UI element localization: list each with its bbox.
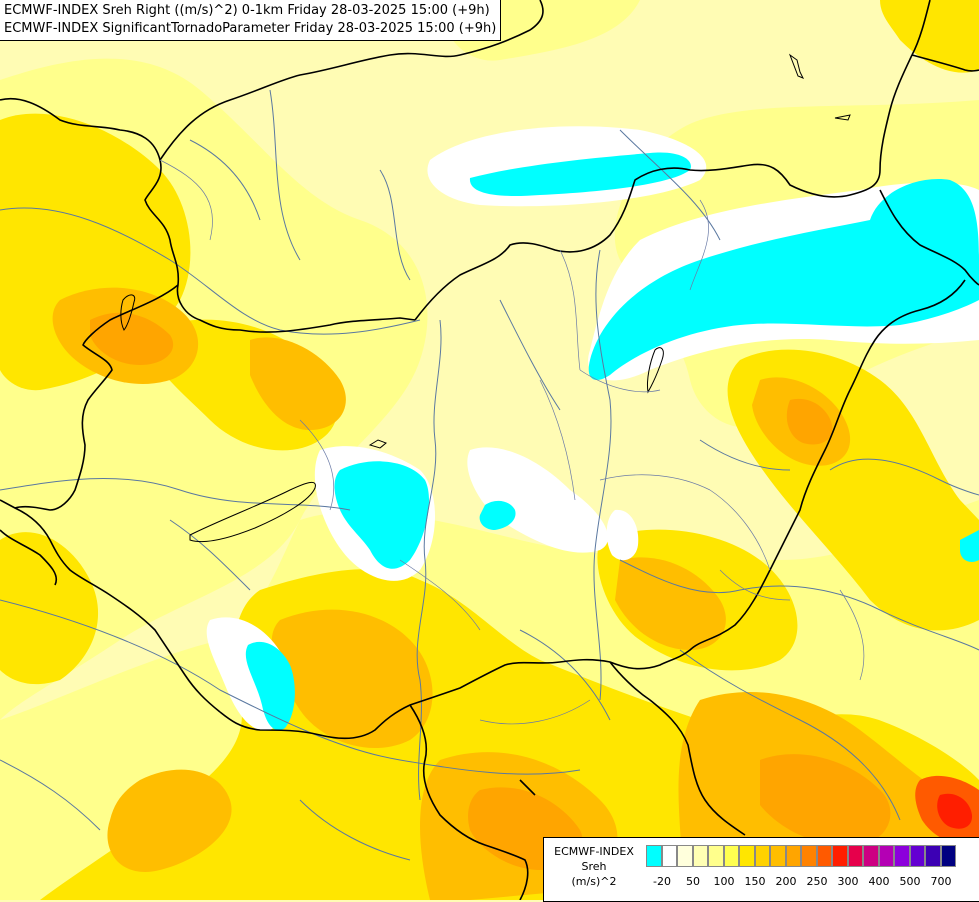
title-line-sreh: ECMWF-INDEX Sreh Right ((m/s)^2) 0-1km F…: [4, 3, 490, 18]
legend-swatch: [739, 845, 755, 867]
legend-swatch: [940, 845, 956, 867]
legend-tick-label: 500: [899, 875, 921, 888]
legend-swatch: [816, 845, 832, 867]
legend-swatch: [754, 845, 770, 867]
legend-swatch: [661, 845, 677, 867]
legend-tick-label: 250: [806, 875, 828, 888]
legend-tick-label: 300: [837, 875, 859, 888]
legend-variable: Sreh: [581, 860, 607, 873]
legend-unit: (m/s)^2: [571, 875, 617, 888]
cyan-zones: [245, 152, 979, 731]
legend-label: ECMWF-INDEX Sreh (m/s)^2: [548, 844, 640, 889]
legend-tick-label: 400: [868, 875, 890, 888]
legend-tick-label: -20: [653, 875, 671, 888]
legend-swatch: [723, 845, 739, 867]
legend-source: ECMWF-INDEX: [554, 845, 634, 858]
legend-swatch: [878, 845, 894, 867]
sreh-legend: ECMWF-INDEX Sreh (m/s)^2 -20 50 100 150 200 2…: [543, 837, 979, 902]
legend-swatch: [863, 845, 879, 867]
legend-swatch: [770, 845, 786, 867]
legend-swatch: [909, 845, 925, 867]
legend-swatch: [801, 845, 817, 867]
legend-swatch: [708, 845, 724, 867]
rivers: [0, 89, 979, 861]
legend-swatch: [847, 845, 863, 867]
legend-swatches: [646, 845, 956, 867]
legend-swatch: [646, 845, 662, 867]
legend-tick-label: 50: [686, 875, 700, 888]
admin-borders: [159, 159, 865, 725]
legend-tick-label: 700: [930, 875, 952, 888]
legend-tick-label: 200: [775, 875, 797, 888]
legend-swatch: [677, 845, 693, 867]
legend-tick-label: 150: [744, 875, 766, 888]
legend-swatch: [692, 845, 708, 867]
legend-swatch: [785, 845, 801, 867]
title-line-stp: ECMWF-INDEX SignificantTornadoParameter …: [4, 21, 497, 36]
legend-ticks: -20 50 100 150 200 250 300 400 500 700: [646, 875, 976, 891]
legend-swatch: [894, 845, 910, 867]
legend-tick-label: 100: [713, 875, 735, 888]
legend-swatch: [832, 845, 848, 867]
map-title-box: ECMWF-INDEX Sreh Right ((m/s)^2) 0-1km F…: [0, 0, 502, 41]
dark-red-fields: [937, 793, 973, 829]
legend-swatch: [925, 845, 941, 867]
